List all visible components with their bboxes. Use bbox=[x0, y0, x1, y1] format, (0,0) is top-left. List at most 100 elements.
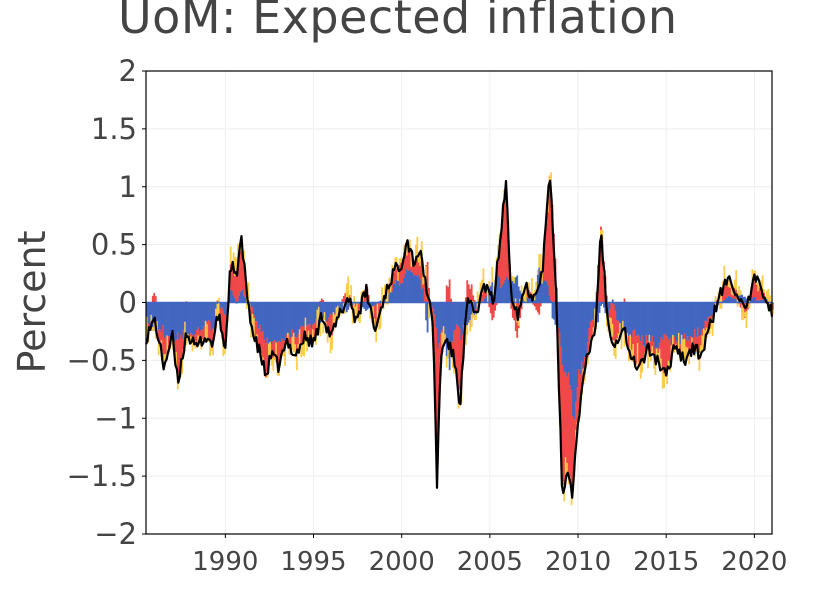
bar-yellow bbox=[727, 280, 730, 288]
bar-blue bbox=[438, 302, 441, 344]
bar-blue bbox=[619, 302, 621, 331]
bar-blue bbox=[436, 302, 439, 349]
bar-blue bbox=[566, 302, 569, 377]
bar-red bbox=[259, 324, 261, 353]
bar-yellow bbox=[350, 285, 353, 307]
bar-yellow bbox=[319, 322, 322, 337]
bar-yellow bbox=[381, 287, 383, 306]
bar-blue bbox=[169, 302, 172, 341]
bar-blue bbox=[516, 275, 519, 303]
bar-red bbox=[503, 201, 505, 283]
bar-yellow bbox=[655, 348, 658, 360]
bar-yellow bbox=[375, 328, 378, 343]
bar-blue bbox=[406, 269, 408, 303]
bar-red bbox=[163, 337, 166, 364]
bar-blue bbox=[625, 302, 627, 330]
bar-yellow bbox=[520, 285, 523, 294]
bar-red bbox=[723, 286, 726, 300]
bar-blue bbox=[450, 302, 453, 355]
bar-blue bbox=[541, 273, 544, 303]
bar-yellow bbox=[235, 257, 238, 276]
bar-blue bbox=[751, 298, 754, 303]
bar-blue bbox=[207, 302, 210, 321]
bar-yellow bbox=[683, 338, 686, 360]
bar-blue bbox=[351, 302, 354, 306]
bar-red bbox=[373, 305, 376, 329]
bar-blue bbox=[508, 285, 511, 303]
bar-red bbox=[578, 369, 580, 414]
bar-yellow bbox=[156, 320, 159, 332]
bar-blue bbox=[705, 302, 708, 322]
bar-blue bbox=[285, 302, 288, 335]
bar-yellow bbox=[323, 311, 326, 320]
bar-blue bbox=[339, 302, 342, 312]
bar-red bbox=[207, 320, 210, 341]
bar-red bbox=[751, 288, 754, 299]
bar-blue bbox=[460, 302, 463, 340]
bar-red bbox=[497, 261, 500, 276]
bar-red bbox=[297, 333, 300, 351]
bar-red bbox=[178, 339, 181, 376]
bar-blue bbox=[575, 302, 577, 402]
y-tick-label: −0.5 bbox=[67, 343, 137, 377]
bar-yellow bbox=[626, 333, 629, 343]
bar-red bbox=[270, 344, 273, 356]
bar-blue bbox=[724, 297, 727, 303]
bar-blue bbox=[644, 302, 646, 348]
bar-red bbox=[514, 302, 517, 332]
bar-red bbox=[459, 328, 461, 406]
bar-blue bbox=[672, 302, 674, 345]
bar-yellow bbox=[269, 341, 272, 360]
bar-blue bbox=[611, 299, 614, 303]
bar-yellow bbox=[698, 353, 701, 371]
bar-red bbox=[359, 304, 361, 310]
bar-yellow bbox=[470, 314, 473, 327]
bar-blue bbox=[444, 302, 447, 338]
bar-red bbox=[400, 262, 403, 284]
bar-red bbox=[240, 242, 242, 292]
bar-blue bbox=[279, 302, 282, 343]
bar-blue bbox=[648, 302, 651, 342]
bar-red bbox=[572, 415, 574, 492]
bar-red bbox=[314, 319, 317, 336]
bar-yellow bbox=[757, 284, 760, 292]
bar-blue bbox=[459, 302, 461, 329]
bar-blue bbox=[237, 300, 239, 303]
bar-blue bbox=[666, 302, 669, 337]
bar-red bbox=[413, 261, 416, 276]
bar-red bbox=[460, 339, 463, 388]
bar-red bbox=[279, 342, 282, 361]
bar-red bbox=[755, 282, 758, 301]
bar-red bbox=[181, 338, 184, 359]
bar-yellow bbox=[486, 291, 489, 303]
bar-red bbox=[689, 336, 692, 352]
bar-yellow bbox=[528, 282, 530, 290]
bar-blue bbox=[419, 279, 422, 303]
bar-yellow bbox=[184, 321, 187, 341]
bar-yellow bbox=[699, 345, 702, 355]
bar-yellow bbox=[707, 332, 710, 335]
bar-blue bbox=[395, 279, 398, 303]
bar-yellow bbox=[300, 344, 303, 358]
bar-yellow bbox=[720, 292, 723, 309]
bar-blue bbox=[240, 291, 242, 303]
bar-yellow bbox=[469, 320, 472, 332]
bar-red bbox=[320, 298, 323, 303]
bar-blue bbox=[329, 302, 332, 315]
bar-red bbox=[569, 385, 572, 482]
bar-yellow bbox=[711, 318, 714, 337]
bar-blue bbox=[698, 302, 701, 337]
bar-blue bbox=[276, 302, 279, 342]
bar-blue bbox=[257, 302, 260, 329]
bar-yellow bbox=[373, 318, 376, 329]
bar-red bbox=[223, 314, 226, 346]
bar-blue bbox=[281, 302, 284, 339]
bar-red bbox=[564, 372, 567, 479]
bar-red bbox=[642, 345, 645, 359]
bar-blue bbox=[153, 302, 156, 331]
bar-red bbox=[404, 245, 407, 274]
bar-blue bbox=[448, 302, 451, 370]
bar-red bbox=[639, 340, 642, 365]
bar-blue bbox=[638, 302, 641, 336]
bar-blue bbox=[307, 302, 310, 325]
